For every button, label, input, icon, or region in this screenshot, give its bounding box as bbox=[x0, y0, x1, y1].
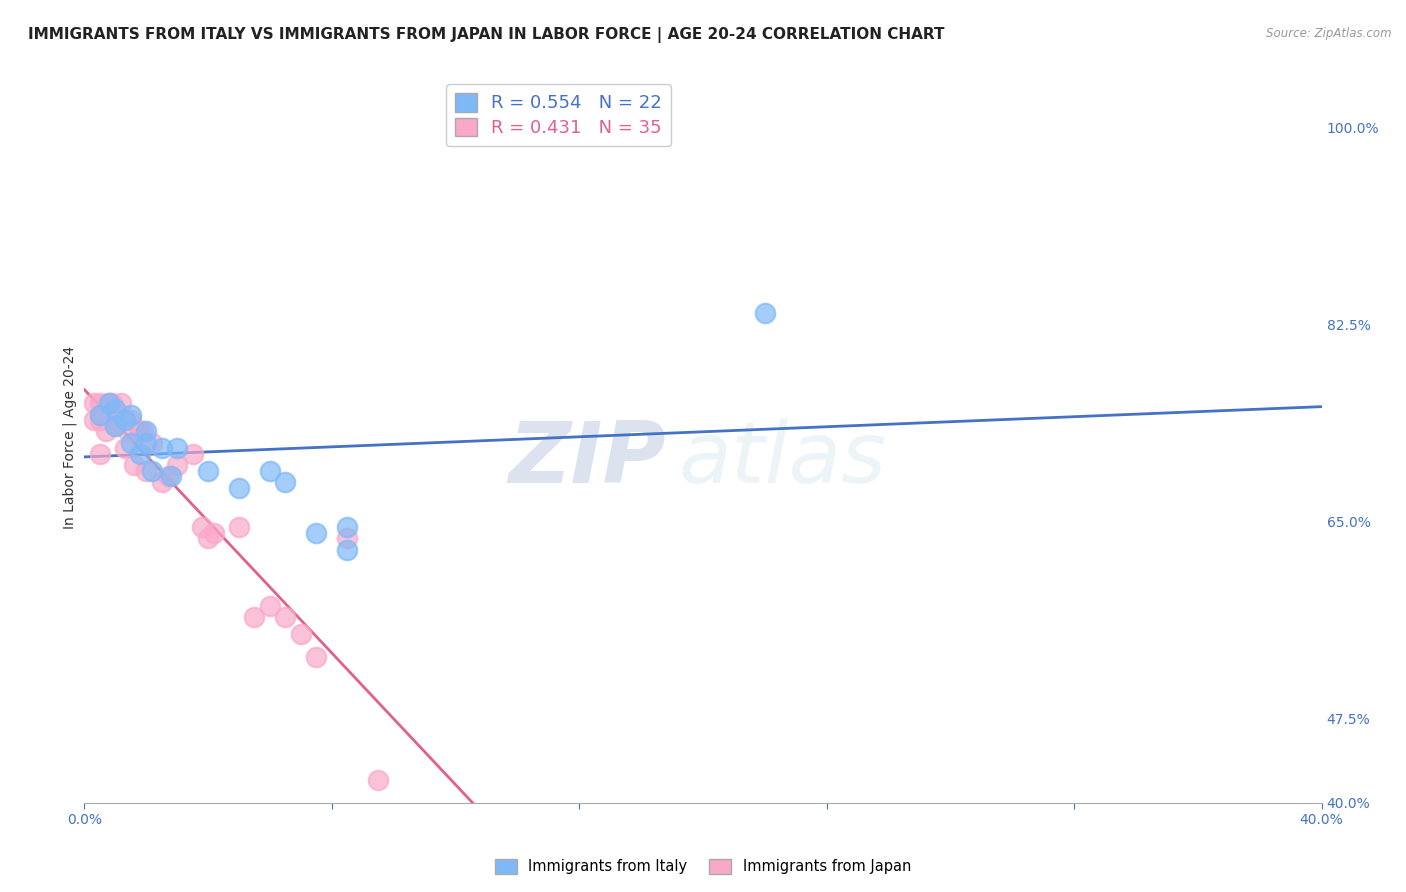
Point bbox=[166, 442, 188, 456]
Point bbox=[89, 447, 111, 461]
Point bbox=[122, 458, 145, 473]
Text: IMMIGRANTS FROM ITALY VS IMMIGRANTS FROM JAPAN IN LABOR FORCE | AGE 20-24 CORREL: IMMIGRANTS FROM ITALY VS IMMIGRANTS FROM… bbox=[28, 27, 945, 43]
Point bbox=[83, 396, 105, 410]
Point bbox=[129, 447, 152, 461]
Point bbox=[114, 442, 136, 456]
Point bbox=[141, 435, 163, 450]
Point bbox=[120, 408, 142, 422]
Point bbox=[290, 627, 312, 641]
Point bbox=[110, 396, 132, 410]
Point bbox=[336, 532, 359, 546]
Y-axis label: In Labor Force | Age 20-24: In Labor Force | Age 20-24 bbox=[63, 345, 77, 529]
Point bbox=[104, 418, 127, 433]
Point bbox=[197, 532, 219, 546]
Point bbox=[197, 464, 219, 478]
Point bbox=[89, 408, 111, 422]
Point bbox=[336, 520, 359, 534]
Point bbox=[191, 520, 214, 534]
Point bbox=[305, 525, 328, 540]
Point bbox=[305, 649, 328, 664]
Point bbox=[98, 396, 121, 410]
Point bbox=[150, 442, 173, 456]
Point bbox=[101, 396, 124, 410]
Point bbox=[228, 520, 250, 534]
Point bbox=[135, 435, 157, 450]
Point bbox=[94, 425, 117, 439]
Point bbox=[120, 435, 142, 450]
Point bbox=[160, 469, 183, 483]
Point bbox=[243, 610, 266, 624]
Point bbox=[150, 475, 173, 489]
Point bbox=[181, 447, 204, 461]
Point bbox=[367, 773, 389, 788]
Point bbox=[156, 469, 179, 483]
Point bbox=[135, 464, 157, 478]
Point bbox=[274, 610, 297, 624]
Point bbox=[89, 413, 111, 427]
Text: Source: ZipAtlas.com: Source: ZipAtlas.com bbox=[1267, 27, 1392, 40]
Point bbox=[135, 425, 157, 439]
Point bbox=[259, 599, 281, 613]
Point bbox=[754, 306, 776, 320]
Point bbox=[89, 396, 111, 410]
Legend: Immigrants from Italy, Immigrants from Japan: Immigrants from Italy, Immigrants from J… bbox=[489, 853, 917, 880]
Point bbox=[336, 542, 359, 557]
Text: ZIP: ZIP bbox=[508, 417, 666, 500]
Point bbox=[259, 464, 281, 478]
Point bbox=[141, 464, 163, 478]
Point bbox=[228, 481, 250, 495]
Point bbox=[117, 425, 139, 439]
Point bbox=[166, 458, 188, 473]
Point bbox=[202, 525, 225, 540]
Point bbox=[132, 425, 155, 439]
Point bbox=[83, 413, 105, 427]
Point bbox=[104, 408, 127, 422]
Legend: R = 0.554   N = 22, R = 0.431   N = 35: R = 0.554 N = 22, R = 0.431 N = 35 bbox=[446, 84, 671, 146]
Point bbox=[120, 413, 142, 427]
Point bbox=[129, 425, 152, 439]
Point bbox=[104, 418, 127, 433]
Point bbox=[129, 425, 152, 439]
Point bbox=[274, 475, 297, 489]
Text: atlas: atlas bbox=[678, 417, 886, 500]
Point bbox=[104, 401, 127, 416]
Point bbox=[114, 413, 136, 427]
Point bbox=[98, 396, 121, 410]
